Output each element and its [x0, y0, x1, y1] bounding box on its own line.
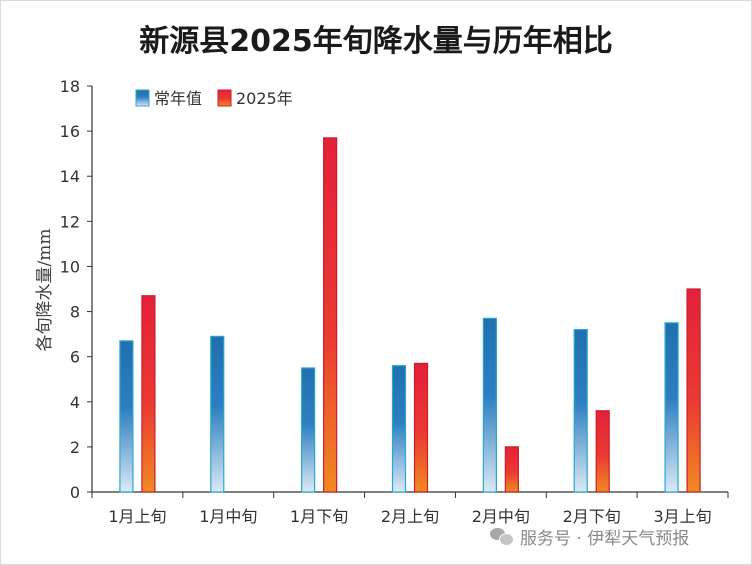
legend: 常年值 2025年 — [135, 89, 293, 108]
bar-year2025 — [504, 446, 519, 493]
x-tick-label: 3月上旬 — [653, 507, 711, 526]
legend-swatch — [217, 89, 232, 107]
bar-year2025 — [413, 362, 429, 493]
y-tick-label: 10 — [60, 257, 80, 276]
bar-normal — [482, 317, 497, 493]
watermark: 服务号 · 伊犁天气预报 — [490, 524, 690, 549]
wechat-icon — [490, 526, 514, 546]
y-tick-label: 16 — [60, 122, 80, 141]
y-tick-label: 14 — [60, 167, 80, 186]
x-tick-label: 2月上旬 — [381, 507, 439, 526]
bar-normal — [573, 329, 588, 493]
x-tick-label: 2月中旬 — [472, 507, 530, 526]
y-tick-label: 12 — [60, 212, 80, 231]
bar-year2025 — [595, 410, 610, 493]
x-tick-label: 1月下旬 — [290, 507, 348, 526]
x-tick-label: 1月上旬 — [108, 507, 166, 526]
watermark-text: 服务号 · 伊犁天气预报 — [520, 528, 690, 549]
chart-title: 新源县2025年旬降水量与历年相比 — [139, 24, 613, 59]
axes: 0 2 4 6 8 10 12 14 16 18 1月上旬 1月中旬 1月下旬 2月上旬 2月中旬 2月下旬 3… — [60, 77, 729, 526]
bar-normal — [210, 335, 225, 493]
x-tick-label: 2月下旬 — [563, 507, 621, 526]
bar-year2025 — [686, 288, 701, 493]
y-tick-label: 6 — [70, 348, 80, 367]
y-axis-label: 各旬降水量/mm — [35, 229, 55, 352]
y-tick-label: 0 — [70, 483, 80, 502]
bar-normal — [301, 367, 316, 493]
bar-normal — [119, 340, 134, 493]
bar-year2025 — [323, 137, 338, 493]
legend-label: 2025年 — [236, 89, 293, 108]
legend-label: 常年值 — [154, 89, 202, 108]
y-tick-label: 2 — [70, 438, 80, 457]
bar-normal — [664, 322, 679, 493]
bar-year2025 — [141, 295, 156, 493]
bars — [119, 137, 701, 493]
bar-normal — [391, 365, 407, 493]
y-tick-label: 18 — [60, 77, 80, 96]
y-tick-label: 4 — [70, 393, 80, 412]
x-tick-label: 1月中旬 — [199, 507, 257, 526]
y-tick-label: 8 — [70, 303, 80, 322]
legend-swatch — [135, 89, 150, 107]
